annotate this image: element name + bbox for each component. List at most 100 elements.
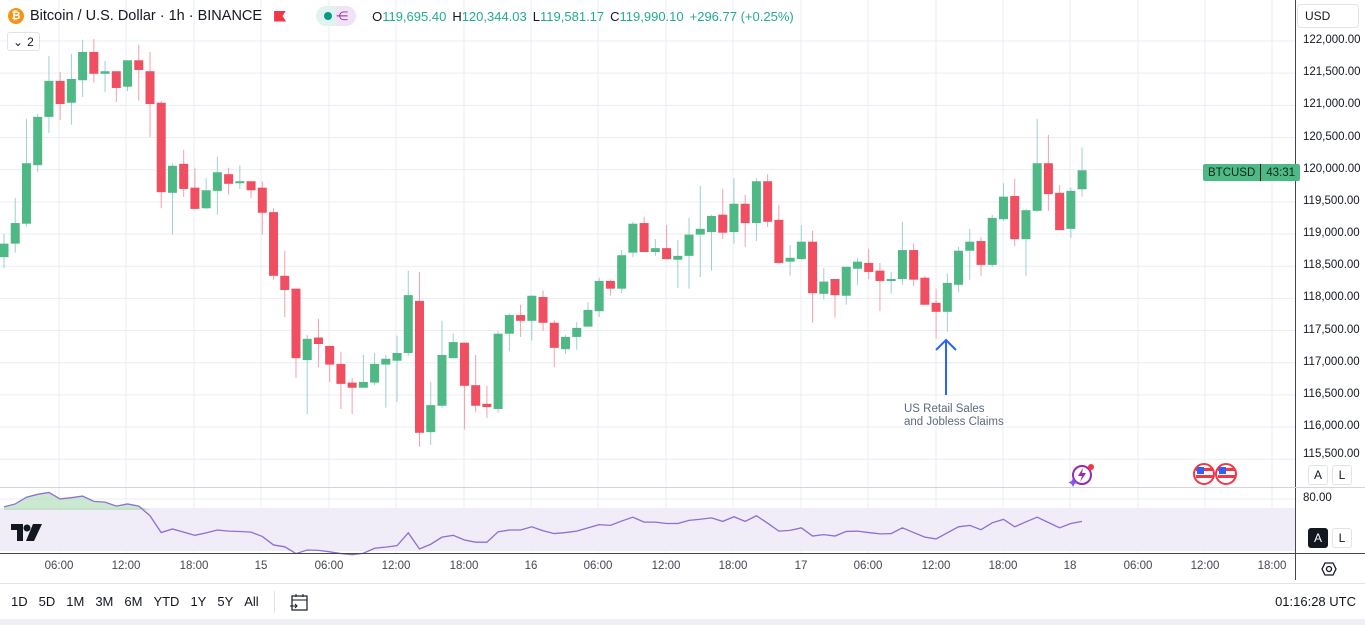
candle[interactable] [504,313,514,352]
candle[interactable] [381,354,391,408]
candle[interactable] [302,334,312,415]
candle[interactable] [628,221,638,258]
candle[interactable] [89,39,99,83]
candle[interactable] [167,163,177,235]
candle[interactable] [561,334,570,354]
candle[interactable] [100,60,110,92]
candle[interactable] [538,290,548,332]
candle[interactable] [325,345,335,382]
candle[interactable] [415,271,425,447]
candle[interactable] [291,288,301,379]
candle[interactable] [897,221,907,285]
range-button-3m[interactable]: 3M [95,594,114,609]
candle[interactable] [662,224,672,260]
price-log-scale-button[interactable]: L [1332,465,1352,485]
us-economic-events-icon[interactable] [1193,463,1241,487]
symbol-title[interactable]: Bitcoin / U.S. Dollar · 1h · BINANCE [30,8,263,24]
candle[interactable] [617,250,627,294]
collapse-indicators-button[interactable]: ⌄ 2 [7,32,40,51]
candle[interactable] [830,279,840,318]
candle[interactable] [763,174,773,227]
candle[interactable] [33,113,43,173]
candle[interactable] [246,181,256,198]
price-auto-scale-button[interactable]: A [1308,465,1328,485]
candle[interactable] [920,275,930,305]
candle[interactable] [1066,187,1076,238]
candle[interactable] [257,181,267,235]
candle[interactable] [729,178,739,244]
candle[interactable] [134,44,144,101]
candle[interactable] [179,149,189,197]
settings-gear-icon[interactable] [1321,561,1337,577]
candle[interactable] [313,318,323,368]
candle[interactable] [718,188,728,240]
range-button-6m[interactable]: 6M [124,594,143,609]
candle[interactable] [44,55,54,133]
rsi-log-scale-button[interactable]: L [1332,528,1352,548]
candle[interactable] [78,39,88,97]
range-button-5d[interactable]: 5D [38,594,56,609]
candle[interactable] [527,295,537,341]
candle[interactable] [987,214,997,267]
candle[interactable] [942,273,952,332]
candle[interactable] [123,60,133,92]
candle[interactable] [224,167,234,195]
candle[interactable] [1077,147,1087,197]
candle[interactable] [1010,178,1020,247]
candle[interactable] [549,320,559,368]
range-button-ytd[interactable]: YTD [153,594,180,609]
candle[interactable] [347,378,357,415]
range-button-1d[interactable]: 1D [11,594,28,609]
candle[interactable] [774,205,784,264]
candle[interactable] [673,239,683,289]
candle[interactable] [796,224,806,260]
candle[interactable] [976,237,986,276]
candle[interactable] [841,266,851,305]
candle[interactable] [437,320,447,408]
range-button-1m[interactable]: 1M [66,594,85,609]
candle[interactable] [10,197,20,253]
candle[interactable] [864,248,874,280]
candle[interactable] [0,233,9,269]
candle[interactable] [516,304,526,337]
candle[interactable] [1021,208,1031,276]
range-button-all[interactable]: All [244,594,259,609]
tradingview-logo[interactable] [11,524,43,542]
indicator-status-pill[interactable]: ⋲ [316,6,357,26]
rsi-auto-scale-button[interactable]: A [1308,528,1328,548]
candle[interactable] [403,270,413,357]
candle[interactable] [55,71,65,121]
candle[interactable] [954,246,964,292]
go-to-date-calendar-icon[interactable] [289,592,309,612]
candle[interactable] [594,277,604,317]
candle[interactable] [695,185,705,278]
candle[interactable] [190,167,200,209]
candle[interactable] [751,178,761,242]
candle[interactable] [235,165,245,189]
candle[interactable] [145,51,155,137]
range-button-5y[interactable]: 5Y [217,594,234,609]
candle[interactable] [886,271,896,294]
candle[interactable] [1055,185,1065,231]
candle[interactable] [280,250,290,317]
candle[interactable] [965,228,975,280]
candle[interactable] [156,100,166,209]
candle[interactable] [785,244,795,276]
candle[interactable] [583,302,593,327]
candle[interactable] [471,354,481,413]
event-annotation[interactable]: US Retail Sales and Jobless Claims [904,403,1004,428]
candle[interactable] [740,194,750,247]
candle[interactable] [684,217,694,289]
candle[interactable] [852,257,862,285]
candle[interactable] [706,214,716,271]
candle[interactable] [998,183,1008,222]
candle[interactable] [336,351,346,409]
candle[interactable] [493,331,503,413]
candle[interactable] [639,216,649,253]
candle[interactable] [459,342,469,430]
candle[interactable] [66,53,76,125]
candle[interactable] [808,230,818,323]
candle[interactable] [875,262,885,312]
candle[interactable] [111,71,121,103]
candle[interactable] [572,322,582,350]
